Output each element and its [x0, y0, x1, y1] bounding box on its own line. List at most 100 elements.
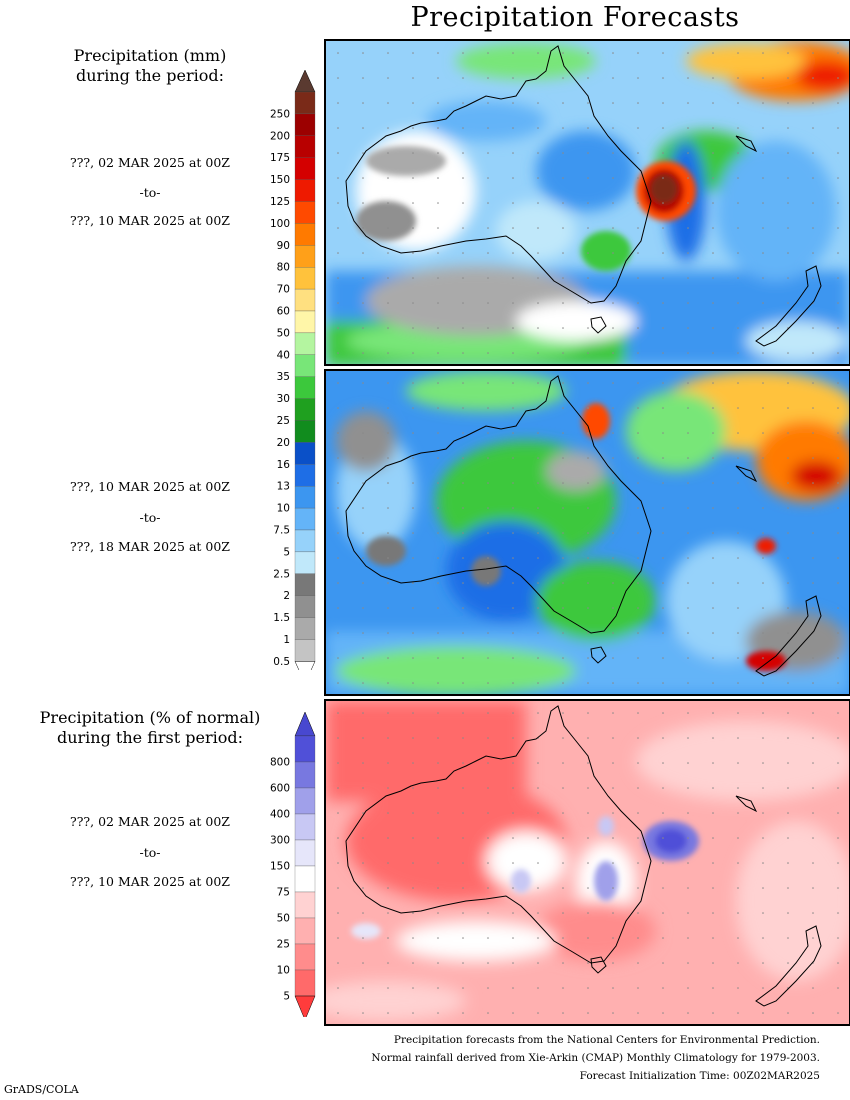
precip-heading-line-1: Precipitation (mm) — [73, 46, 227, 65]
pct-heading-line-1: Precipitation (% of normal) — [39, 708, 261, 727]
period-3-start: ???, 02 MAR 2025 at 00Z — [70, 814, 230, 829]
pct-heading: Precipitation (% of normal) during the f… — [30, 708, 270, 748]
colorbar-segment — [294, 735, 316, 763]
page-title: Precipitation Forecasts — [410, 2, 740, 33]
colorbar-tick-label: 175 — [270, 152, 290, 164]
colorbar-top-arrow — [294, 712, 316, 737]
colorbar-tick-label: 50 — [277, 913, 290, 925]
colorbar-segment — [294, 787, 316, 815]
colorbar-segment — [294, 943, 316, 971]
colorbar-segment — [294, 639, 316, 662]
colorbar-segment — [294, 595, 316, 618]
colorbar-tick-label: 300 — [270, 835, 290, 847]
colorbar-tick-label: 20 — [277, 437, 290, 449]
colorbar-tick-label: 30 — [277, 393, 290, 405]
colorbar-segment — [294, 91, 316, 115]
colorbar-tick-label: 7.5 — [273, 525, 290, 537]
colorbar-segment — [294, 179, 316, 202]
colorbar-segment — [294, 288, 316, 312]
period-2-end: ???, 18 MAR 2025 at 00Z — [70, 539, 230, 554]
pct-heading-line-2: during the first period: — [56, 728, 244, 747]
footer-line-1: Precipitation forecasts from the Nationa… — [393, 1034, 820, 1046]
period-1-end: ???, 10 MAR 2025 at 00Z — [70, 213, 230, 228]
precip-map-week1 — [324, 39, 850, 366]
pct-normal-map-image — [326, 701, 849, 1024]
colorbar-tick-label: 100 — [270, 218, 290, 230]
colorbar-tick-label: 80 — [277, 262, 290, 274]
colorbar-tick-label: 50 — [277, 327, 290, 339]
colorbar-tick-label: 16 — [277, 459, 291, 471]
colorbar-tick-label: 250 — [270, 108, 290, 120]
colorbar-segment — [294, 376, 316, 399]
colorbar-tick-label: 13 — [277, 481, 290, 493]
colorbar-segment — [294, 310, 316, 334]
precip-colorbar: 2502001751501251009080706050403530252016… — [270, 70, 316, 670]
colorbar-segment — [294, 267, 316, 290]
precip-map-week2-image — [326, 371, 849, 694]
colorbar-segment — [294, 813, 316, 841]
colorbar-segment — [294, 332, 316, 355]
colorbar-segment — [294, 223, 316, 246]
colorbar-segment — [294, 761, 316, 789]
period-2-sep: -to- — [139, 510, 161, 525]
colorbar-tick-label: 5 — [283, 991, 290, 1003]
precip-heading: Precipitation (mm) during the period: — [30, 46, 270, 86]
colorbar-segment — [294, 420, 316, 443]
colorbar-segment — [294, 245, 316, 268]
period-3-sep: -to- — [139, 845, 161, 860]
colorbar-segment — [294, 917, 316, 945]
colorbar-tick-label: 90 — [277, 240, 290, 252]
colorbar-tick-label: 2 — [283, 590, 290, 602]
colorbar-top-arrow — [294, 70, 316, 93]
colorbar-segment — [294, 839, 316, 867]
colorbar-segment — [294, 135, 316, 158]
colorbar-tick-label: 70 — [277, 284, 290, 296]
footer-line-2: Normal rainfall derived from Xie-Arkin (… — [371, 1052, 820, 1064]
colorbar-segment — [294, 573, 316, 596]
colorbar-tick-label: 150 — [270, 861, 290, 873]
colorbar-segment — [294, 201, 316, 224]
colorbar-segment — [294, 507, 316, 531]
colorbar-segment — [294, 551, 316, 574]
precip-map-week2 — [324, 369, 850, 696]
colorbar-tick-label: 1.5 — [273, 612, 290, 624]
period-1-sep: -to- — [139, 185, 161, 200]
colorbar-tick-label: 40 — [277, 349, 290, 361]
colorbar-bottom-arrow — [294, 995, 316, 1017]
colorbar-segment — [294, 529, 316, 553]
colorbar-tick-label: 60 — [277, 306, 290, 318]
colorbar-tick-label: 0.5 — [273, 656, 290, 668]
colorbar-segment — [294, 865, 316, 893]
pct-normal-map — [324, 699, 850, 1026]
colorbar-tick-label: 150 — [270, 174, 290, 186]
colorbar-tick-label: 35 — [277, 371, 290, 383]
colorbar-segment — [294, 157, 316, 180]
precip-heading-line-2: during the period: — [76, 66, 224, 85]
footer-line-3: Forecast Initialization Time: 00Z02MAR20… — [579, 1070, 820, 1082]
colorbar-tick-label: 125 — [270, 196, 290, 208]
colorbar-tick-label: 5 — [283, 546, 290, 558]
colorbar-segment — [294, 354, 316, 377]
pct-colorbar: 800 600 400 300 150 75 50 25 10 5 — [270, 712, 316, 1017]
precip-map-week1-image — [326, 41, 849, 364]
colorbar-tick-label: 75 — [277, 887, 290, 899]
colorbar-segment — [294, 486, 316, 509]
colorbar-segment — [294, 113, 316, 136]
colorbar-tick-label: 2.5 — [273, 568, 290, 580]
period-3-end: ???, 10 MAR 2025 at 00Z — [70, 874, 230, 889]
colorbar-segment — [294, 442, 316, 465]
colorbar-tick-label: 10 — [277, 965, 290, 977]
colorbar-tick-label: 10 — [277, 503, 290, 515]
colorbar-tick-label: 600 — [270, 783, 290, 795]
colorbar-tick-label: 400 — [270, 809, 290, 821]
period-1-start: ???, 02 MAR 2025 at 00Z — [70, 155, 230, 170]
colorbar-segment — [294, 969, 316, 997]
colorbar-tick-label: 800 — [270, 757, 290, 769]
grads-credit: GrADS/COLA — [4, 1083, 79, 1096]
colorbar-tick-label: 25 — [277, 415, 290, 427]
colorbar-segment — [294, 617, 316, 640]
colorbar-tick-label: 25 — [277, 939, 290, 951]
colorbar-segment — [294, 398, 316, 421]
colorbar-tick-label: 200 — [270, 130, 290, 142]
colorbar-segment — [294, 464, 316, 487]
